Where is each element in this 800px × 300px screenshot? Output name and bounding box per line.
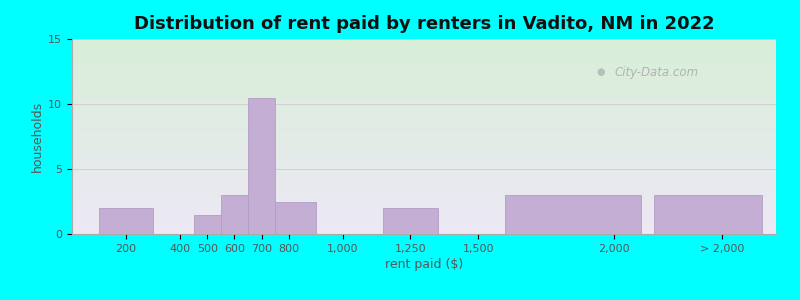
Bar bbox=[221, 195, 248, 234]
Bar bbox=[506, 195, 641, 234]
Bar bbox=[654, 195, 762, 234]
Bar bbox=[248, 98, 275, 234]
Text: ●: ● bbox=[597, 67, 605, 77]
Text: City-Data.com: City-Data.com bbox=[614, 66, 698, 79]
X-axis label: rent paid ($): rent paid ($) bbox=[385, 258, 463, 271]
Bar bbox=[99, 208, 154, 234]
Bar bbox=[383, 208, 438, 234]
Title: Distribution of rent paid by renters in Vadito, NM in 2022: Distribution of rent paid by renters in … bbox=[134, 15, 714, 33]
Bar bbox=[194, 214, 221, 234]
Bar bbox=[275, 202, 316, 234]
Y-axis label: households: households bbox=[31, 101, 44, 172]
